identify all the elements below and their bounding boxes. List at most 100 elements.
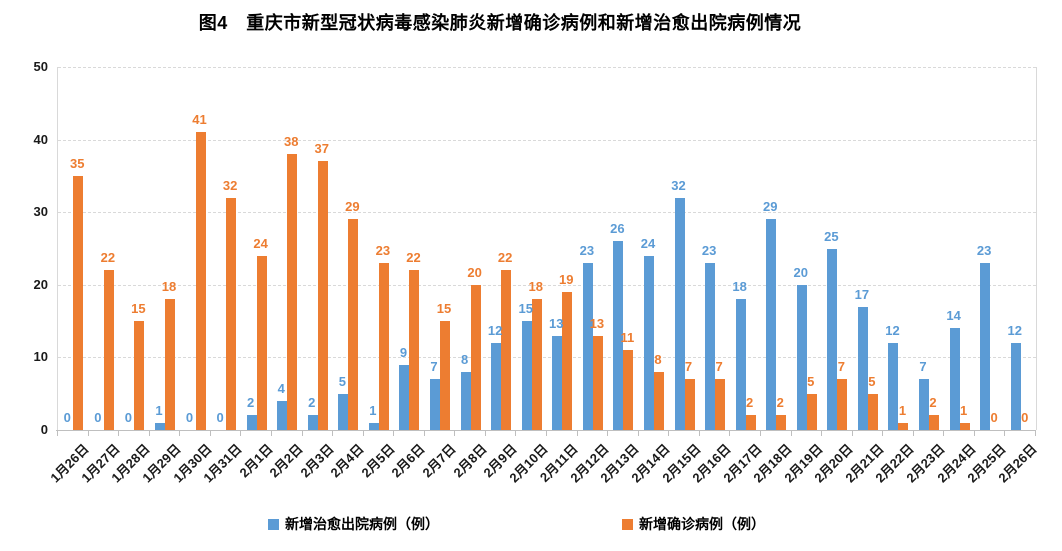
bar-value-label: 7	[837, 359, 845, 375]
bar-value-label: 25	[824, 228, 839, 244]
x-axis-tick	[698, 431, 700, 436]
bar-cured	[552, 335, 563, 430]
bar-confirmed	[226, 197, 237, 430]
bar-value-label: 15	[518, 301, 533, 317]
bar-confirmed	[867, 393, 878, 430]
bar-value-label: 24	[640, 235, 656, 251]
bar-value-label: 22	[497, 250, 513, 266]
bar-value-label: 29	[762, 199, 778, 215]
bar-value-label: 0	[63, 410, 71, 425]
bar-cured	[705, 263, 716, 430]
bar-cured	[1010, 342, 1021, 430]
bar-confirmed	[73, 175, 84, 430]
bar-value-label: 0	[185, 410, 194, 425]
bar-value-label: 18	[732, 279, 747, 295]
bar-cured	[613, 241, 624, 430]
bar-cured	[796, 284, 807, 430]
bar-value-label: 15	[131, 301, 146, 317]
y-axis-label: 50	[33, 59, 48, 74]
bar-value-label: 2	[247, 395, 255, 411]
bar-confirmed	[898, 422, 909, 430]
bar-confirmed	[348, 219, 359, 430]
x-axis-tick	[179, 431, 181, 436]
bar-value-label: 23	[976, 243, 992, 259]
legend-item: 新增确诊病例（例）	[622, 513, 765, 535]
bar-confirmed	[684, 379, 695, 430]
bar-value-label: 24	[253, 235, 268, 251]
bar-value-label: 8	[460, 351, 469, 367]
bar-value-label: 12	[885, 322, 900, 338]
x-axis-line	[56, 430, 1036, 431]
bar-value-label: 22	[406, 250, 421, 266]
x-axis-tick	[1035, 431, 1036, 436]
bar-cured	[521, 321, 532, 430]
bar-value-label: 7	[430, 359, 438, 375]
bar-value-label: 32	[222, 177, 238, 193]
legend-label: 新增治愈出院病例（例）	[285, 516, 439, 532]
bar-value-label: 9	[399, 344, 408, 360]
bar-value-label: 15	[436, 301, 452, 317]
legend-item: 新增治愈出院病例（例）	[268, 513, 439, 535]
bar-cured	[399, 364, 410, 430]
y-axis-label: 40	[33, 131, 48, 147]
x-axis-tick	[301, 431, 303, 436]
bar-value-label: 20	[467, 264, 482, 280]
bar-value-label: 29	[345, 199, 360, 215]
bar-confirmed	[959, 422, 970, 430]
bar-cured	[674, 197, 685, 430]
bar-value-label: 11	[620, 330, 635, 346]
x-axis-tick	[454, 431, 456, 436]
bar-value-label: 7	[919, 359, 927, 375]
gridline	[58, 212, 1036, 214]
bar-confirmed	[103, 270, 114, 430]
bar-cured	[368, 422, 379, 430]
bar-cured	[919, 379, 930, 430]
y-axis-label: 20	[33, 276, 48, 292]
bar-value-label: 18	[161, 279, 177, 295]
bar-value-label: 19	[559, 272, 574, 288]
bar-value-label: 23	[375, 243, 391, 259]
plot-area	[57, 67, 1037, 430]
x-axis-tick	[576, 431, 578, 436]
bar-cured	[430, 379, 441, 430]
x-axis-tick	[209, 431, 211, 436]
gridline	[58, 357, 1036, 359]
x-axis-tick	[484, 431, 486, 436]
x-axis-tick	[973, 431, 975, 436]
bar-value-label: 1	[959, 402, 968, 418]
bar-value-label: 22	[100, 250, 116, 266]
bar-confirmed	[592, 335, 603, 430]
bar-confirmed	[715, 379, 726, 430]
bar-cured	[491, 342, 502, 430]
bar-value-label: 13	[549, 315, 564, 331]
legend: 新增治愈出院病例（例） 新增确诊病例（例）	[0, 513, 1062, 535]
bar-confirmed	[501, 270, 512, 430]
bar-confirmed	[745, 415, 756, 430]
bar-value-label: 0	[1021, 410, 1029, 425]
bar-value-label: 5	[868, 373, 876, 389]
x-axis-tick	[240, 431, 242, 436]
x-axis-tick	[1004, 431, 1006, 436]
bar-cured	[888, 342, 899, 430]
bar-value-label: 0	[94, 410, 102, 425]
bar-cured	[460, 371, 471, 430]
bar-value-label: 14	[946, 308, 961, 324]
bar-value-label: 4	[277, 380, 285, 396]
bar-confirmed	[623, 350, 634, 430]
bar-confirmed	[837, 379, 848, 430]
y-axis-label: 10	[33, 349, 48, 365]
x-axis-tick	[943, 431, 945, 436]
bar-cured	[307, 415, 318, 430]
bar-value-label: 32	[671, 177, 686, 193]
bar-cured	[338, 393, 349, 430]
x-axis-tick	[821, 431, 823, 436]
bar-confirmed	[929, 415, 940, 430]
x-axis-tick	[332, 431, 334, 436]
legend-swatch	[622, 518, 633, 530]
bar-value-label: 7	[684, 359, 693, 375]
x-axis-tick	[759, 431, 761, 436]
x-axis-tick	[668, 431, 670, 436]
x-axis-tick	[393, 431, 395, 436]
bar-cured	[827, 248, 838, 430]
